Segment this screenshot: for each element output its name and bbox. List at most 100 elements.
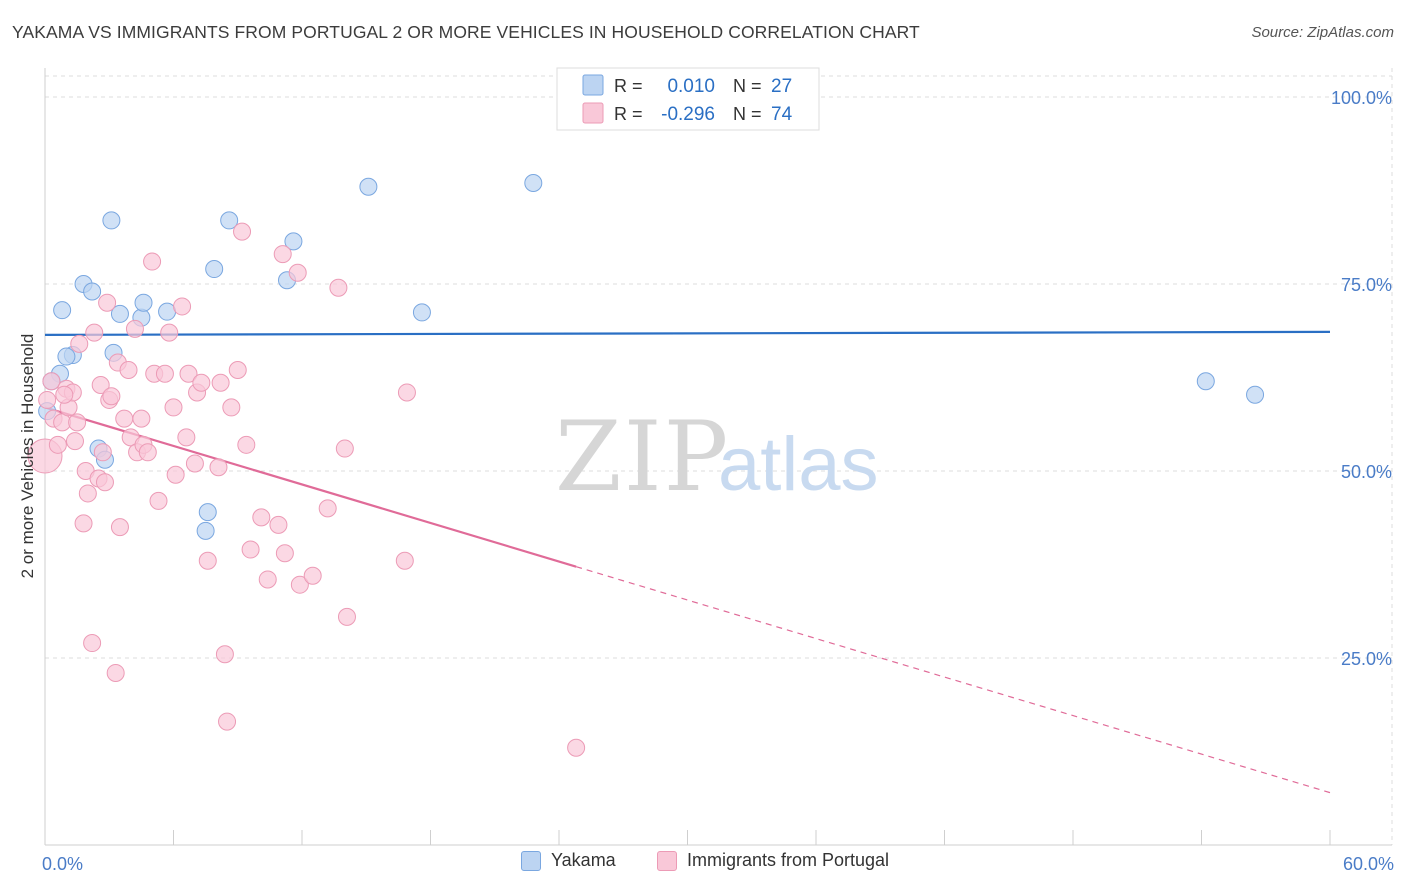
portugal-point-55 (237, 435, 256, 454)
yakama-point-14 (196, 521, 215, 540)
portugal-point-1 (38, 390, 57, 409)
portugal-point-46 (192, 373, 211, 392)
portugal-point-50 (215, 645, 234, 664)
y-axis-label: 2 or more Vehicles in Household (18, 334, 37, 579)
yakama-point-2 (53, 301, 72, 320)
portugal-point-34 (143, 252, 162, 271)
data-points (27, 174, 1265, 757)
portugal-point-31 (132, 409, 151, 428)
portugal-point-27 (119, 361, 138, 380)
yakama-point-17 (220, 211, 239, 230)
stats-n-value-pink: 74 (771, 104, 793, 125)
stats-r-label-pink: R = (614, 104, 643, 124)
yakama-point-10 (110, 304, 129, 323)
portugal-point-61 (275, 544, 294, 563)
portugal-point-68 (337, 607, 356, 626)
portugal-point-40 (166, 465, 185, 484)
legend-swatch-yakama (521, 850, 541, 871)
stats-n-label-blue: N = (733, 76, 762, 96)
portugal-point-48 (209, 458, 228, 477)
portugal-point-54 (233, 222, 252, 241)
portugal-point-42 (177, 428, 196, 447)
legend-label-yakama: Yakama (551, 850, 616, 870)
portugal-point-38 (160, 323, 179, 342)
watermark-atlas: atlas (718, 422, 879, 507)
stats-r-label-blue: R = (614, 76, 643, 96)
portugal-point-41 (173, 297, 192, 316)
portugal-point-23 (106, 663, 125, 682)
portugal-point-69 (395, 551, 414, 570)
stats-swatch-pink (582, 102, 604, 124)
portugal-point-29 (125, 319, 144, 338)
portugal-point-17 (91, 375, 110, 394)
portugal-point-56 (241, 540, 260, 559)
y-tick-label-2: 50.0% (1341, 462, 1392, 482)
stats-legend: R = 0.010 N = 27 R = -0.296 N = 74 (556, 67, 820, 131)
yakama-point-8 (102, 211, 121, 230)
legend-swatch-portugal (657, 850, 677, 871)
portugal-point-60 (273, 245, 292, 264)
portugal-point-19 (95, 473, 114, 492)
portugal-point-14 (83, 634, 102, 653)
portugal-point-71 (567, 738, 586, 757)
portugal-point-10 (70, 334, 89, 353)
portugal-point-39 (164, 398, 183, 417)
portugal-point-26 (115, 409, 134, 428)
yakama-point-15 (198, 503, 217, 522)
portugal-point-52 (222, 398, 241, 417)
portugal-point-47 (198, 551, 217, 570)
portugal-point-51 (218, 712, 237, 731)
stats-n-value-blue: 27 (771, 76, 792, 97)
yakama-point-26 (57, 347, 76, 366)
portugal-point-62 (288, 263, 307, 282)
yakama-point-21 (412, 303, 431, 322)
portugal-point-73 (55, 385, 74, 404)
yakama-point-24 (1246, 385, 1265, 404)
portugal-point-13 (78, 484, 97, 503)
portugal-point-57 (252, 508, 271, 527)
portugal-point-33 (138, 443, 157, 462)
legend-label-portugal: Immigrants from Portugal (687, 850, 890, 870)
portugal-point-65 (318, 499, 337, 518)
portugal-point-15 (85, 323, 104, 342)
portugal-point-53 (228, 361, 247, 380)
stats-r-value-blue: 0.010 (667, 76, 715, 97)
yakama-point-19 (284, 232, 303, 251)
x-tick-label-0: 0.0% (42, 854, 83, 874)
portugal-point-44 (185, 454, 204, 473)
portugal-point-11 (74, 514, 93, 533)
portugal-point-37 (155, 364, 174, 383)
portugal-point-18 (93, 443, 112, 462)
portugal-point-5 (53, 413, 72, 432)
portugal-point-67 (335, 439, 354, 458)
yakama-point-16 (205, 260, 224, 279)
y-tick-labels: 100.0% 75.0% 50.0% 25.0% (1331, 88, 1392, 669)
chart-source: Source: ZipAtlas.com (1251, 24, 1394, 41)
legend-item-portugal[interactable]: Immigrants from Portugal (657, 850, 889, 871)
chart-legend: Yakama Immigrants from Portugal (0, 850, 1406, 880)
chart-title: YAKAMA VS IMMIGRANTS FROM PORTUGAL 2 OR … (12, 22, 920, 42)
portugal-point-72 (65, 432, 84, 451)
yakama-trend-line (44, 330, 1331, 336)
yakama-point-13 (158, 302, 177, 321)
legend-item-yakama[interactable]: Yakama (521, 850, 616, 871)
yakama-point-23 (1196, 372, 1215, 391)
y-tick-label-3: 25.0% (1341, 649, 1392, 669)
portugal-point-4 (48, 435, 67, 454)
portugal-point-43 (179, 364, 198, 383)
stats-n-label-pink: N = (733, 104, 762, 124)
portugal-point-20 (98, 293, 117, 312)
yakama-point-22 (524, 174, 543, 193)
y-tick-label-0: 100.0% (1331, 88, 1392, 108)
yakama-point-20 (359, 177, 378, 196)
x-tick-labels: 0.0% 60.0% (42, 854, 1394, 874)
portugal-point-2 (42, 372, 61, 391)
x-tick-label-1: 60.0% (1343, 854, 1394, 874)
stats-r-value-pink: -0.296 (661, 104, 715, 125)
stats-swatch-blue (582, 74, 604, 96)
portugal-point-58 (258, 570, 277, 589)
portugal-point-25 (110, 518, 129, 537)
y-tick-label-1: 75.0% (1341, 275, 1392, 295)
portugal-point-49 (211, 373, 230, 392)
